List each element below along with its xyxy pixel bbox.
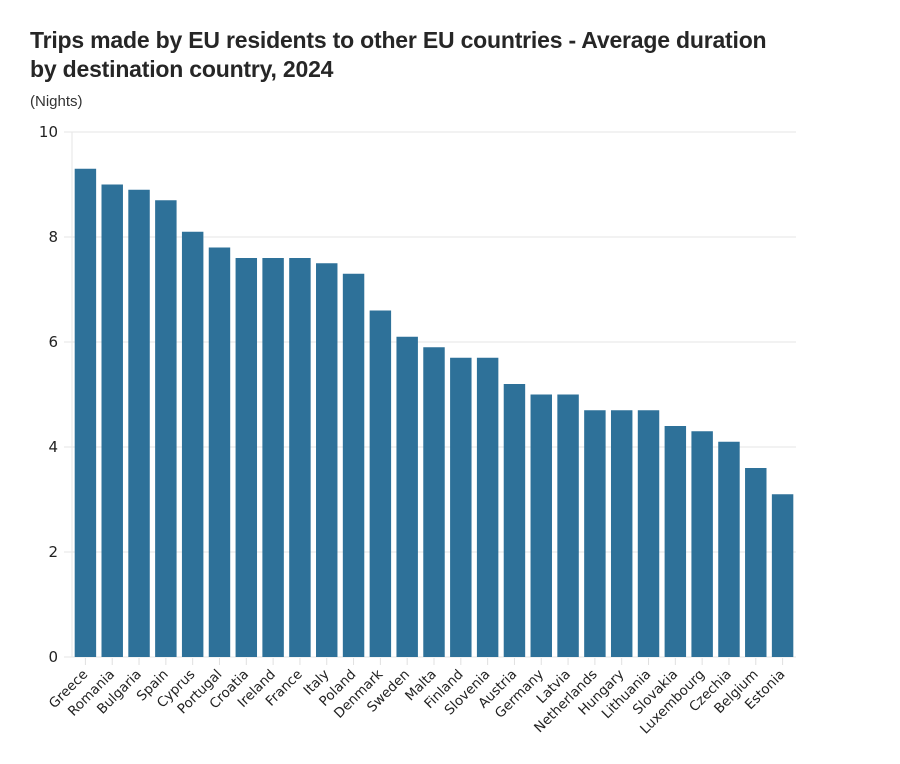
y-tick-label: 4 <box>48 438 58 456</box>
bar[interactable]: Belgium: 3.6 <box>745 468 767 657</box>
bar[interactable]: Bulgaria: 8.9 <box>128 189 150 657</box>
bar[interactable]: Finland: 5.7 <box>450 357 472 657</box>
bar[interactable]: Ireland: 7.6 <box>262 258 284 657</box>
bar[interactable]: France: 7.6 <box>289 258 311 657</box>
bar[interactable]: Germany: 5 <box>530 394 552 658</box>
bar[interactable]: Slovakia: 4.4 <box>664 426 687 657</box>
bar[interactable]: Cyprus: 8.1 <box>181 231 204 657</box>
bar[interactable]: Malta: 5.9 <box>423 347 445 657</box>
y-tick-label: 0 <box>48 648 58 666</box>
bar[interactable]: Poland: 7.3 <box>342 273 365 657</box>
bar[interactable]: Lithuania: 4.7 <box>637 410 660 657</box>
bar[interactable]: Romania: 9 <box>101 184 123 658</box>
bar[interactable]: Latvia: 5 <box>557 394 579 658</box>
chart-title: Trips made by EU residents to other EU c… <box>30 27 767 82</box>
bar[interactable]: Austria: 5.2 <box>503 384 526 657</box>
bar[interactable]: Croatia: 7.6 <box>235 258 258 657</box>
y-tick-label: 2 <box>48 543 58 561</box>
unit-label: (Nights) <box>30 93 83 110</box>
bar[interactable]: Portugal: 7.8 <box>208 247 231 658</box>
y-tick-label: 10 <box>39 123 58 141</box>
bar[interactable]: Italy: 7.5 <box>316 263 338 657</box>
bar[interactable]: Denmark: 6.6 <box>369 310 392 658</box>
bar[interactable]: Estonia: 3.1 <box>771 494 794 657</box>
bar[interactable]: Luxembourg: 4.3 <box>691 431 713 657</box>
bar[interactable]: Hungary: 4.7 <box>610 410 633 657</box>
bar[interactable]: Slovenia: 5.7 <box>476 357 499 657</box>
bar[interactable]: Spain: 8.7 <box>155 200 177 657</box>
bar[interactable]: Greece: 9.3 <box>74 168 97 657</box>
bar[interactable]: Czechia: 4.1 <box>718 441 740 657</box>
y-tick-label: 6 <box>48 333 58 351</box>
bar[interactable]: Netherlands: 4.7 <box>584 410 606 657</box>
bar[interactable]: Sweden: 6.1 <box>396 336 418 657</box>
y-tick-label: 8 <box>48 228 58 246</box>
